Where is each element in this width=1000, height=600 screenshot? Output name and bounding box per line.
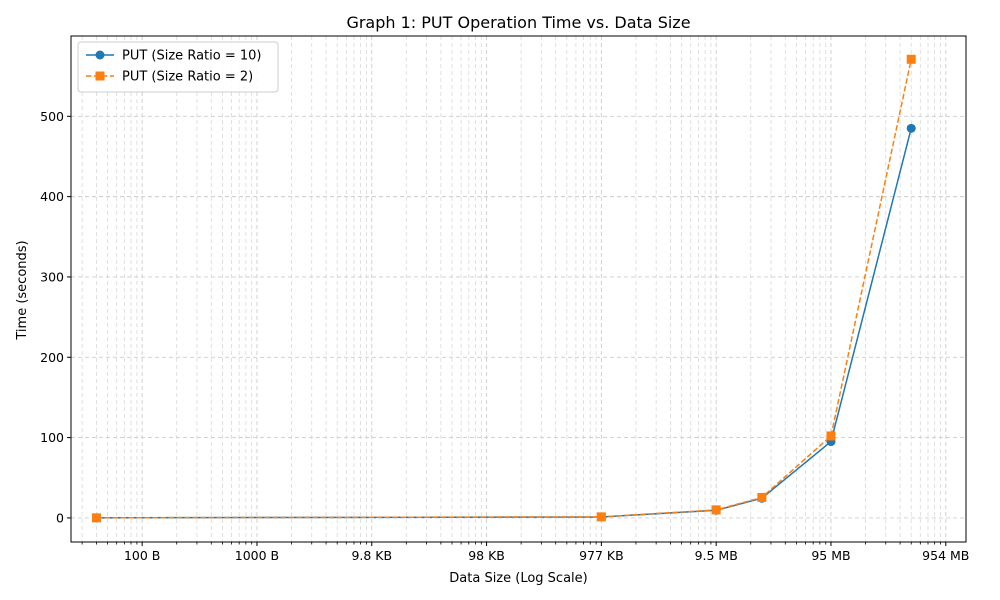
x-tick-label: 1000 B [235, 548, 279, 563]
y-tick-label: 0 [56, 510, 64, 525]
y-tick-label: 500 [40, 109, 64, 124]
y-tick-label: 200 [40, 350, 64, 365]
x-tick-label: 9.5 MB [695, 548, 738, 563]
legend-label: PUT (Size Ratio = 10) [122, 49, 261, 64]
data-point-marker [91, 513, 101, 523]
x-tick-label: 98 KB [468, 548, 505, 563]
plot-frame [70, 35, 967, 543]
legend-marker [95, 50, 105, 60]
data-point-marker [826, 431, 836, 441]
y-tick-label: 400 [40, 189, 64, 204]
x-tick-label: 100 B [124, 548, 160, 563]
series-2 [91, 54, 916, 523]
data-point-marker [906, 123, 916, 133]
y-axis-label: Time (seconds) [15, 240, 30, 340]
x-tick-label: 95 MB [811, 548, 850, 563]
x-axis-label: Data Size (Log Scale) [449, 571, 587, 586]
chart-title: Graph 1: PUT Operation Time vs. Data Siz… [346, 13, 690, 32]
axes: 100 B 1000 B 9.8 KB 98 KB 977 KB 9.5 MB 95 MB 9… [40, 109, 969, 563]
y-tick-label: 300 [40, 269, 64, 284]
data-point-marker [711, 505, 721, 515]
series-layer [91, 54, 916, 523]
legend-marker [95, 71, 105, 81]
x-tick-label: 9.8 KB [351, 548, 392, 563]
y-tick-label: 100 [40, 430, 64, 445]
data-point-marker [757, 492, 767, 502]
data-point-marker [906, 54, 916, 64]
legend-item: PUT (Size Ratio = 10) [86, 49, 261, 64]
legend-label: PUT (Size Ratio = 2) [122, 70, 253, 85]
legend-box [77, 41, 279, 93]
legend-item: PUT (Size Ratio = 2) [86, 70, 253, 85]
x-tick-label: 954 MB [922, 548, 969, 563]
data-point-marker [596, 512, 606, 522]
series-line [96, 59, 912, 519]
grid [71, 36, 966, 542]
x-tick-label: 977 KB [579, 548, 624, 563]
legend: PUT (Size Ratio = 10) PUT (Size Ratio = 2… [77, 41, 279, 93]
